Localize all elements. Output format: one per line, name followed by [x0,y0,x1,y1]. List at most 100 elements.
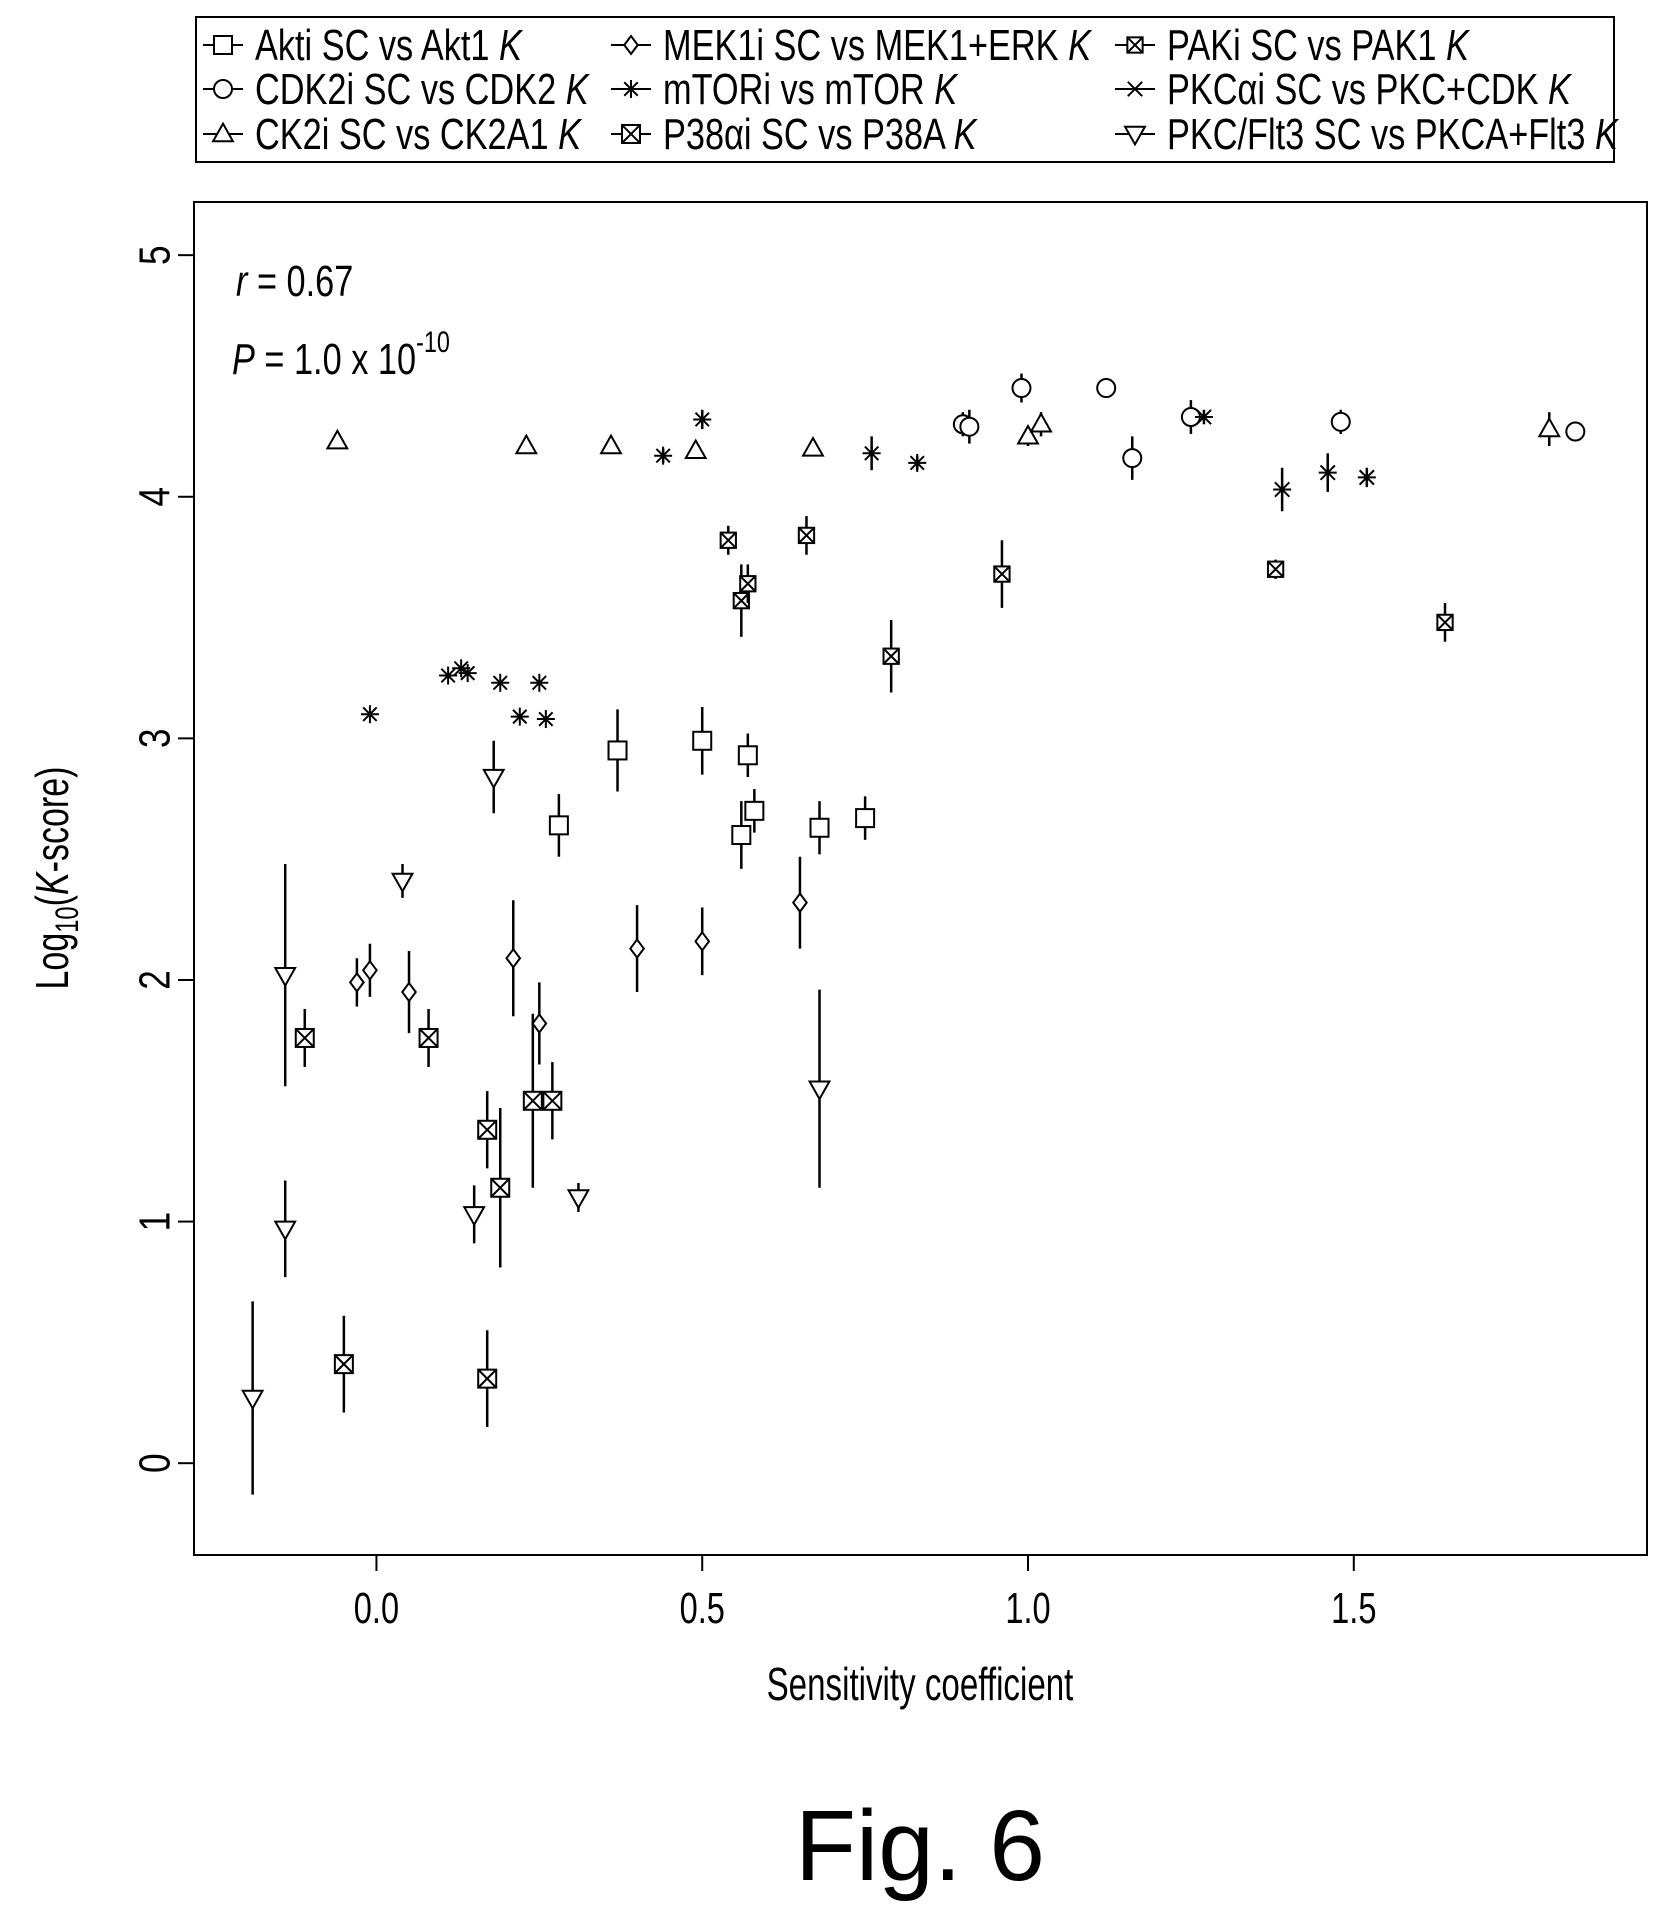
data-point [599,433,623,455]
data-point [1436,613,1454,632]
data-point [807,1080,832,1102]
y-tick-label: 1 [131,1212,180,1232]
legend-label: CDK2i SC vs CDK2 K [255,65,590,114]
data-point [462,1206,486,1227]
data-point [439,666,458,685]
data-point [482,768,506,790]
axis-ticks: 0.0 0.5 1.0 1.5 0 1 2 3 4 5 [131,245,1377,1633]
data-point [1330,411,1351,432]
data-point [1029,411,1053,433]
data-point [1011,378,1032,399]
data-point [1273,481,1292,498]
x-tick-label: 1.0 [1005,1584,1050,1633]
data-point [514,433,538,455]
legend-marker [623,34,639,56]
data-point [548,815,569,836]
data-point [607,740,628,761]
data-point [348,971,365,994]
legend-label: MEK1i SC vs MEK1+ERK K [663,21,1092,70]
data-point [693,410,712,429]
data-point [566,1189,591,1210]
data-point [390,872,415,894]
legend-item: PAKi SC vs PAK1 K [1115,21,1470,70]
data-point [333,1354,354,1375]
data-point [401,981,418,1003]
data-point [882,647,900,665]
series-1 [548,706,876,869]
data-point [1318,464,1337,481]
data-point [654,446,673,465]
data-point [361,959,378,981]
data-point [325,428,349,450]
legend-label: PAKi SC vs PAK1 K [1167,21,1470,70]
legend-marker [213,35,233,55]
data-point [629,937,646,960]
data-point [1122,448,1143,469]
data-point [1011,378,1032,399]
legend-marker [1123,125,1147,147]
data-point [490,1177,511,1198]
data-point [241,1389,265,1411]
data-point [1565,421,1586,442]
data-point [491,673,510,692]
data-point [1016,423,1040,445]
data-point [273,1220,297,1242]
data-points [241,373,1586,1495]
data-point [744,800,765,821]
data-point [684,438,708,460]
data-point [241,1389,265,1411]
legend-marker [623,34,639,56]
data-point [273,966,297,988]
data-point [542,1090,563,1111]
series-6 [294,1008,563,1427]
data-point [855,808,876,829]
legend-label: Akti SC vs Akt1 K [255,21,523,70]
legend-box [195,16,1615,163]
data-point [862,444,881,463]
data-point [737,745,758,766]
plot-frame [193,201,1648,1556]
x-tick-label: 1.5 [1331,1584,1376,1633]
legend-marker [213,35,233,55]
legend-item: PKCαi SC vs PKC+CDK K [1115,65,1572,114]
data-point [599,433,623,455]
legend-label: PKCαi SC vs PKC+CDK K [1167,65,1572,114]
series-9 [241,740,832,1495]
legend-item: PKC/Flt3 SC vs PKCA+Flt3 K [1115,110,1619,159]
data-point [1122,448,1143,469]
x-tick-label: 0.0 [354,1584,399,1633]
data-point [1537,416,1561,438]
data-point [1537,416,1561,438]
legend-marker [622,80,640,98]
y-tick-label: 2 [131,970,180,990]
legend-item: P38αi SC vs P38A K [611,110,978,159]
data-point [505,947,522,969]
data-point [855,808,876,829]
legend-marker [213,79,233,99]
data-point [390,872,415,894]
data-point [731,825,752,846]
data-point [530,673,549,692]
legend-item: CK2i SC vs CK2A1 K [203,110,582,159]
legend-marker [1126,36,1144,54]
data-point [522,1090,543,1111]
legend-item: MEK1i SC vs MEK1+ERK K [611,21,1092,70]
data-point [959,416,980,437]
series-5 [360,409,927,729]
p-annotation: P = 1.0 x 10-10 [232,325,450,384]
data-point [1096,378,1117,399]
data-point [908,453,927,472]
data-point [801,436,825,457]
data-point [477,1119,498,1140]
series-2 [952,373,1586,480]
data-point [458,664,477,683]
data-point [684,438,708,460]
legend-item: mTORi vs mTOR K [611,65,959,114]
data-point [797,526,816,545]
data-point [531,1012,548,1035]
legend-marker [621,124,641,144]
data-point [1266,560,1285,578]
data-point [505,947,522,969]
